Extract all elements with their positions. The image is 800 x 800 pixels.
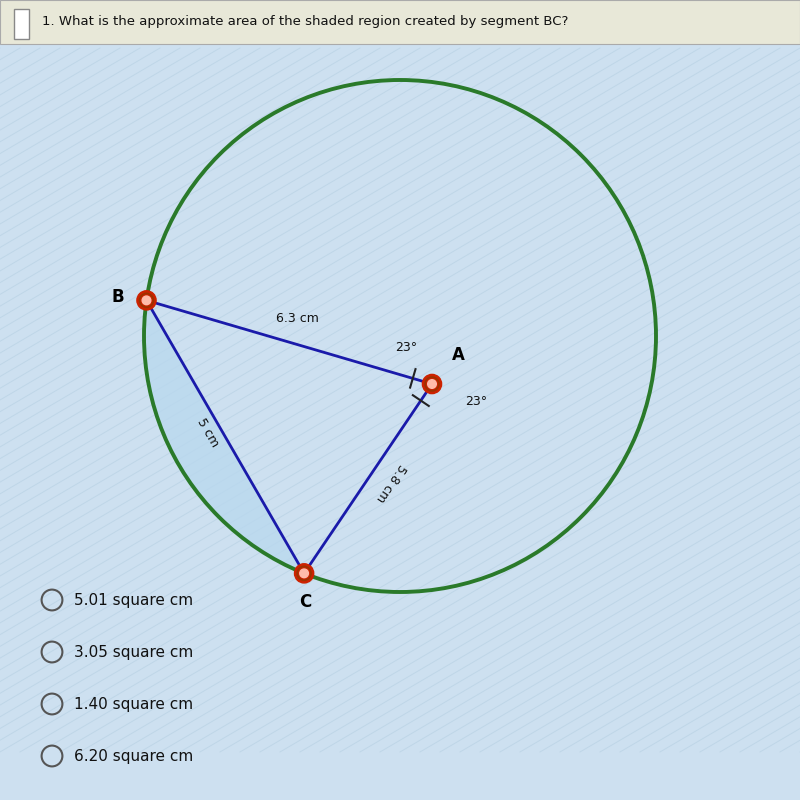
Text: 23°: 23°: [395, 341, 418, 354]
Text: B: B: [111, 288, 124, 306]
Circle shape: [142, 296, 151, 305]
Text: 1.40 square cm: 1.40 square cm: [74, 697, 194, 711]
Text: C: C: [299, 594, 312, 611]
Text: 3.05 square cm: 3.05 square cm: [74, 645, 194, 659]
Text: 6.3 cm: 6.3 cm: [276, 311, 318, 325]
FancyBboxPatch shape: [14, 9, 29, 39]
Polygon shape: [144, 300, 304, 574]
Text: 5.01 square cm: 5.01 square cm: [74, 593, 194, 607]
Text: 6.20 square cm: 6.20 square cm: [74, 749, 194, 763]
Text: 23°: 23°: [466, 395, 488, 408]
Bar: [0, 0, 800, 44]
Circle shape: [294, 564, 314, 583]
Circle shape: [137, 290, 156, 310]
Circle shape: [300, 569, 309, 578]
Text: 5 cm: 5 cm: [194, 416, 221, 450]
Circle shape: [428, 380, 436, 388]
Circle shape: [422, 374, 442, 394]
Text: A: A: [452, 346, 465, 364]
Text: 5.8 cm: 5.8 cm: [373, 461, 408, 504]
Text: 1. What is the approximate area of the shaded region created by segment BC?: 1. What is the approximate area of the s…: [42, 15, 568, 29]
